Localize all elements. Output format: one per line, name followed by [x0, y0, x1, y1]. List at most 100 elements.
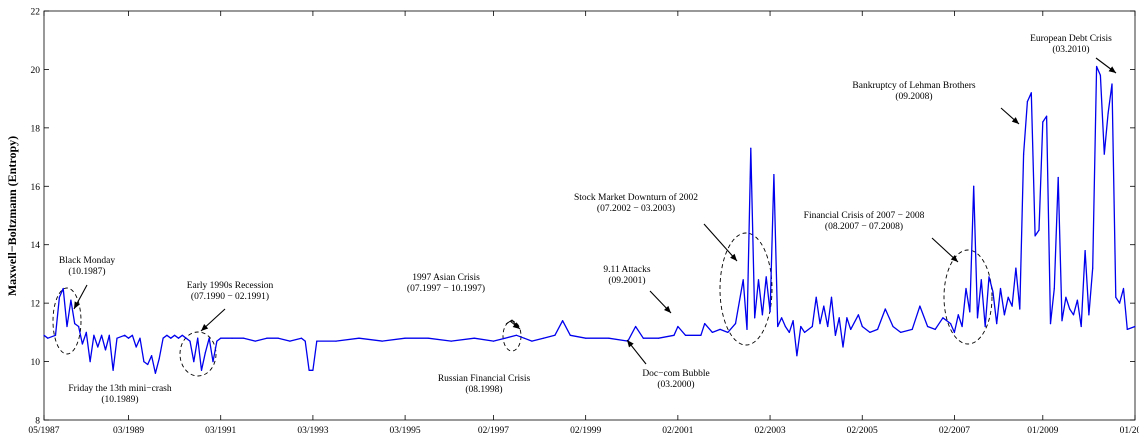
asian-crisis-annotation: 1997 Asian Crisis (07.1997 − 10.1997) — [407, 273, 485, 294]
lehman-annotation-line: (09.2008) — [895, 91, 932, 102]
data-point — [642, 337, 644, 339]
data-point — [1034, 235, 1036, 237]
data-point — [1084, 250, 1086, 252]
data-point — [1061, 320, 1063, 322]
early-1990s-ellipse — [179, 331, 217, 377]
data-point — [112, 369, 114, 371]
data-point — [158, 358, 160, 360]
data-point — [846, 317, 848, 319]
data-point — [208, 337, 210, 339]
data-point — [174, 334, 176, 336]
asian-crisis-arrow-head — [512, 322, 520, 329]
data-point — [1107, 112, 1109, 114]
data-point — [104, 349, 107, 351]
data-point — [1042, 121, 1044, 123]
data-point — [108, 334, 110, 336]
data-point — [504, 337, 506, 339]
downturn-2002-annotation: Stock Market Downturn of 2002 (07.2002 − … — [574, 192, 698, 214]
data-point — [957, 314, 959, 316]
data-point — [554, 334, 556, 336]
data-point — [289, 340, 291, 342]
data-point — [515, 334, 518, 336]
y-tick-label: 10 — [31, 358, 41, 368]
data-point — [869, 331, 871, 333]
data-point — [919, 305, 921, 307]
data-point — [784, 325, 787, 328]
data-point — [823, 305, 825, 307]
data-point — [953, 331, 956, 333]
annotation-arrows — [73, 57, 1117, 365]
data-point — [892, 325, 894, 328]
y-tick-label: 8 — [35, 417, 40, 427]
x-tick-label: 02/1997 — [478, 426, 509, 436]
data-point — [1096, 65, 1098, 68]
data-point — [788, 331, 790, 333]
data-point — [796, 355, 798, 357]
dotcom-annotation-line: Doc−com Bubble — [642, 369, 709, 379]
data-point — [427, 337, 429, 339]
black-monday-ellipse — [52, 287, 82, 355]
data-point — [750, 147, 752, 149]
russian-crisis-annotation: Russian Financial Crisis (08.1998) — [438, 374, 531, 395]
data-point — [800, 325, 802, 328]
data-point — [304, 340, 306, 342]
x-tick-label: 03/1995 — [390, 426, 421, 436]
data-point — [969, 311, 971, 313]
x-tick-label: 03/1993 — [297, 426, 328, 436]
data-point — [1072, 314, 1075, 316]
early-1990s-annotation: Early 1990s Recession (07.1990 − 02.1991) — [187, 281, 274, 302]
data-point — [54, 334, 57, 336]
financial-crisis-annotation-line: Financial Crisis of 2007 − 2008 — [804, 210, 925, 221]
data-point — [1026, 101, 1028, 103]
data-point — [965, 287, 967, 290]
data-point — [819, 323, 821, 325]
european-debt-annotation: European Debt Crisis (03.2010) — [1030, 34, 1112, 55]
data-point — [1122, 287, 1125, 290]
data-point — [1088, 314, 1090, 316]
data-point — [78, 325, 80, 328]
y-tick-label: 22 — [31, 8, 41, 18]
data-point — [381, 340, 383, 342]
european-debt-annotation-line: European Debt Crisis — [1030, 34, 1112, 44]
downturn-2002-ellipse — [719, 232, 773, 346]
friday-13th-annotation-line: (10.1989) — [101, 394, 138, 405]
data-point — [1115, 296, 1117, 298]
data-point — [996, 323, 998, 325]
data-point — [254, 340, 256, 342]
data-point — [927, 325, 929, 328]
data-point — [911, 328, 913, 330]
data-point — [861, 325, 863, 328]
data-point — [81, 343, 83, 345]
data-point — [277, 337, 279, 339]
asian-crisis-annotation-line: 1997 Asian Crisis — [412, 273, 480, 283]
data-point — [562, 320, 564, 322]
data-point — [719, 328, 721, 330]
data-point — [197, 337, 199, 339]
data-point — [1119, 302, 1121, 304]
data-point — [769, 311, 771, 313]
dotcom-annotation: Doc−com Bubble (03.2000) — [642, 369, 709, 390]
lehman-annotation-line: Bankruptcy of Lehman Brothers — [852, 80, 976, 91]
data-point — [85, 331, 87, 333]
data-point — [976, 317, 979, 319]
data-point — [608, 337, 610, 339]
data-point — [684, 334, 687, 336]
data-point — [980, 279, 982, 281]
data-point — [89, 361, 91, 363]
data-point — [170, 337, 172, 339]
data-point — [131, 334, 133, 336]
data-point — [811, 325, 813, 328]
data-point — [492, 340, 495, 342]
data-point — [1080, 325, 1082, 328]
data-point — [677, 325, 679, 328]
data-point — [1053, 287, 1055, 290]
data-point — [900, 331, 902, 333]
financial-crisis-annotation: Financial Crisis of 2007 − 2008 (08.2007 … — [804, 210, 925, 232]
data-point — [97, 346, 99, 348]
data-point — [151, 355, 153, 357]
data-point — [742, 279, 744, 281]
data-point — [200, 369, 203, 371]
data-point — [877, 328, 879, 330]
asian-crisis-annotation-line: (07.1997 − 10.1997) — [407, 283, 485, 294]
